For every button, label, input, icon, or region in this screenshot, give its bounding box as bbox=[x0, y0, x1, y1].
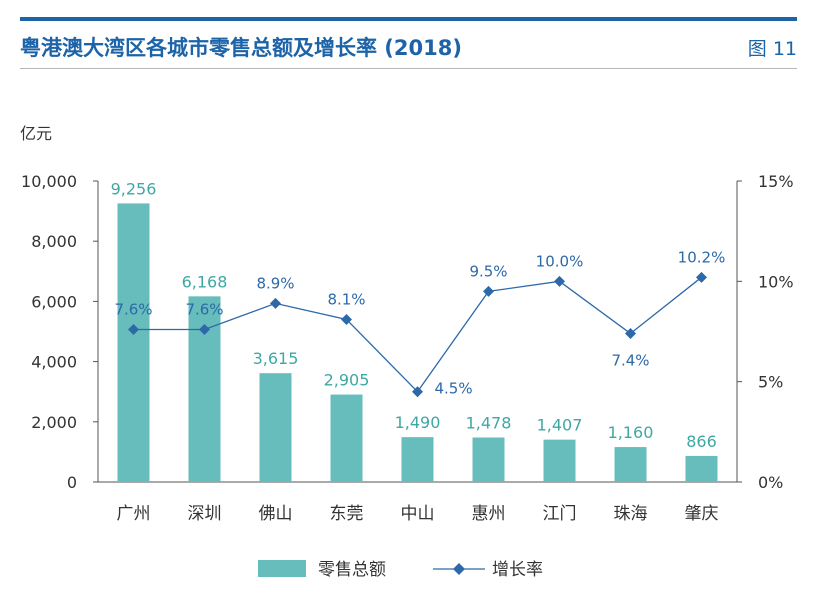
growth-rate-marker bbox=[412, 386, 423, 398]
title-divider bbox=[20, 68, 797, 69]
category-label: 中山 bbox=[401, 504, 435, 524]
growth-rate-marker bbox=[128, 323, 139, 335]
growth-rate-marker bbox=[341, 313, 352, 325]
bar-value-label: 1,407 bbox=[537, 416, 583, 435]
growth-rate-label: 8.9% bbox=[256, 274, 294, 292]
growth-rate-marker bbox=[625, 328, 636, 340]
growth-rate-label: 4.5% bbox=[435, 380, 473, 398]
legend-line-label: 增长率 bbox=[492, 560, 543, 580]
right-tick-label: 5% bbox=[758, 373, 783, 392]
bar-value-label: 1,160 bbox=[608, 423, 654, 442]
bar bbox=[259, 373, 292, 482]
bar-value-label: 2,905 bbox=[324, 371, 370, 390]
growth-rate-label: 7.6% bbox=[114, 300, 152, 318]
category-label: 惠州 bbox=[472, 504, 506, 524]
bar-value-label: 1,478 bbox=[466, 414, 512, 433]
category-label: 广州 bbox=[117, 504, 151, 524]
legend-bar-swatch bbox=[258, 560, 306, 577]
legend-line-marker bbox=[453, 563, 465, 575]
growth-rate-label: 8.1% bbox=[327, 290, 365, 308]
bar bbox=[117, 203, 150, 482]
bar bbox=[543, 439, 576, 482]
left-tick-label: 2,000 bbox=[31, 413, 77, 432]
left-tick-label: 8,000 bbox=[31, 232, 77, 251]
chart-title: 粤港澳大湾区各城市零售总额及增长率 (2018) bbox=[20, 36, 462, 60]
legend-bar-label: 零售总额 bbox=[318, 560, 386, 580]
category-label: 深圳 bbox=[188, 504, 222, 524]
growth-rate-label: 7.4% bbox=[611, 352, 649, 370]
growth-rate-marker bbox=[696, 271, 707, 283]
right-tick-label: 15% bbox=[758, 172, 794, 191]
bar bbox=[330, 394, 363, 482]
left-tick-label: 10,000 bbox=[21, 172, 77, 191]
figure-label: 图 11 bbox=[747, 38, 797, 60]
y-axis-unit-label: 亿元 bbox=[20, 124, 53, 143]
bar-value-label: 6,168 bbox=[182, 272, 228, 291]
right-tick-label: 0% bbox=[758, 473, 783, 492]
growth-rate-label: 10.2% bbox=[678, 248, 726, 266]
bar bbox=[401, 437, 434, 482]
category-label: 东莞 bbox=[330, 504, 364, 524]
bar-value-label: 866 bbox=[686, 432, 717, 451]
bar bbox=[685, 455, 718, 482]
growth-rate-label: 7.6% bbox=[185, 300, 223, 318]
bar bbox=[472, 437, 505, 482]
left-tick-label: 6,000 bbox=[31, 292, 77, 311]
left-tick-label: 4,000 bbox=[31, 353, 77, 372]
left-tick-label: 0 bbox=[67, 473, 77, 492]
bar bbox=[614, 447, 647, 482]
bar-value-label: 3,615 bbox=[253, 349, 299, 368]
growth-rate-label: 9.5% bbox=[469, 262, 507, 280]
growth-rate-marker bbox=[483, 285, 494, 297]
category-label: 珠海 bbox=[614, 504, 648, 524]
right-tick-label: 10% bbox=[758, 272, 794, 291]
category-label: 佛山 bbox=[259, 504, 293, 524]
bar-value-label: 9,256 bbox=[111, 179, 157, 198]
category-label: 肇庆 bbox=[685, 504, 719, 524]
growth-rate-marker bbox=[554, 275, 565, 287]
growth-rate-marker bbox=[199, 323, 210, 335]
growth-rate-label: 10.0% bbox=[536, 252, 584, 270]
bar-value-label: 1,490 bbox=[395, 413, 441, 432]
top-accent-rule bbox=[20, 17, 797, 21]
category-label: 江门 bbox=[543, 504, 577, 524]
growth-rate-marker bbox=[270, 297, 281, 309]
